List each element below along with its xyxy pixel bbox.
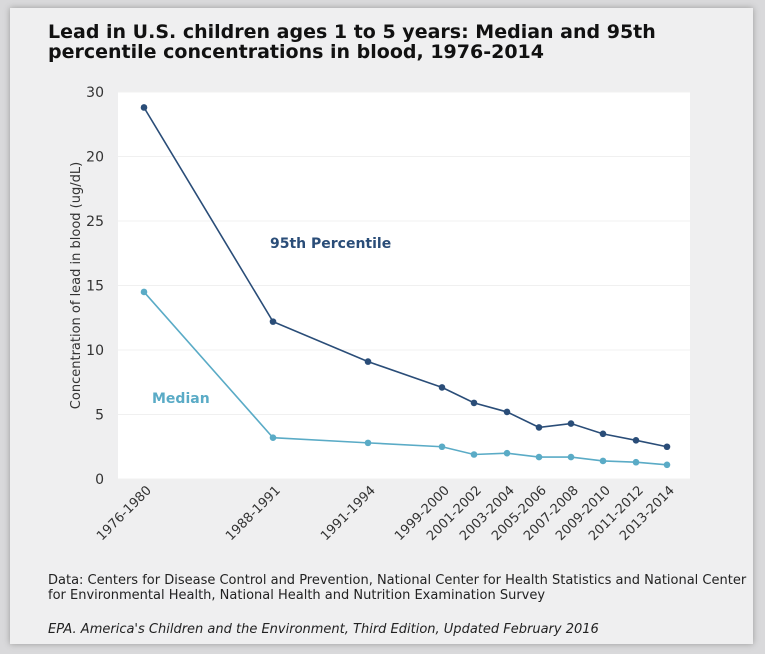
data-point bbox=[503, 408, 511, 416]
series-label: Median bbox=[152, 391, 210, 407]
data-point bbox=[599, 457, 607, 465]
data-point bbox=[364, 358, 372, 365]
chart-title: Lead in U.S. children ages 1 to 5 years:… bbox=[48, 21, 656, 63]
data-point bbox=[567, 420, 575, 427]
data-point bbox=[632, 437, 640, 444]
data-point bbox=[470, 451, 478, 458]
data-point bbox=[663, 461, 671, 469]
data-point bbox=[470, 399, 478, 407]
y-axis-label: Concentration of lead in blood (ug/dL) bbox=[69, 162, 84, 409]
series-label: 95th Percentile bbox=[270, 236, 391, 252]
y-tick-label: 10 bbox=[86, 343, 104, 359]
y-tick-label: 30 bbox=[86, 85, 104, 101]
data-point bbox=[663, 443, 671, 451]
data-point bbox=[535, 453, 543, 461]
data-point bbox=[599, 430, 607, 438]
x-tick-label: 1991-1994 bbox=[318, 483, 379, 544]
y-tick-label: 5 bbox=[95, 408, 104, 424]
data-point bbox=[567, 453, 575, 461]
data-point bbox=[503, 449, 511, 457]
data-point bbox=[438, 443, 446, 451]
x-tick-label: 1988-1991 bbox=[223, 483, 284, 544]
source-note: Data: Centers for Disease Control and Pr… bbox=[48, 573, 747, 603]
y-tick-label: 15 bbox=[86, 279, 104, 295]
data-point bbox=[438, 384, 446, 391]
data-point bbox=[140, 288, 148, 296]
credit-note: EPA. America's Children and the Environm… bbox=[48, 622, 599, 637]
x-tick-label: 1976-1980 bbox=[94, 483, 155, 544]
data-point bbox=[140, 104, 148, 111]
y-tick-label: 25 bbox=[86, 214, 104, 230]
y-tick-label: 20 bbox=[86, 150, 104, 166]
data-point bbox=[632, 458, 640, 466]
y-tick-label: 0 bbox=[95, 472, 104, 488]
data-point bbox=[535, 424, 543, 431]
data-point bbox=[364, 439, 372, 447]
data-point bbox=[269, 434, 277, 442]
data-point bbox=[269, 318, 277, 325]
